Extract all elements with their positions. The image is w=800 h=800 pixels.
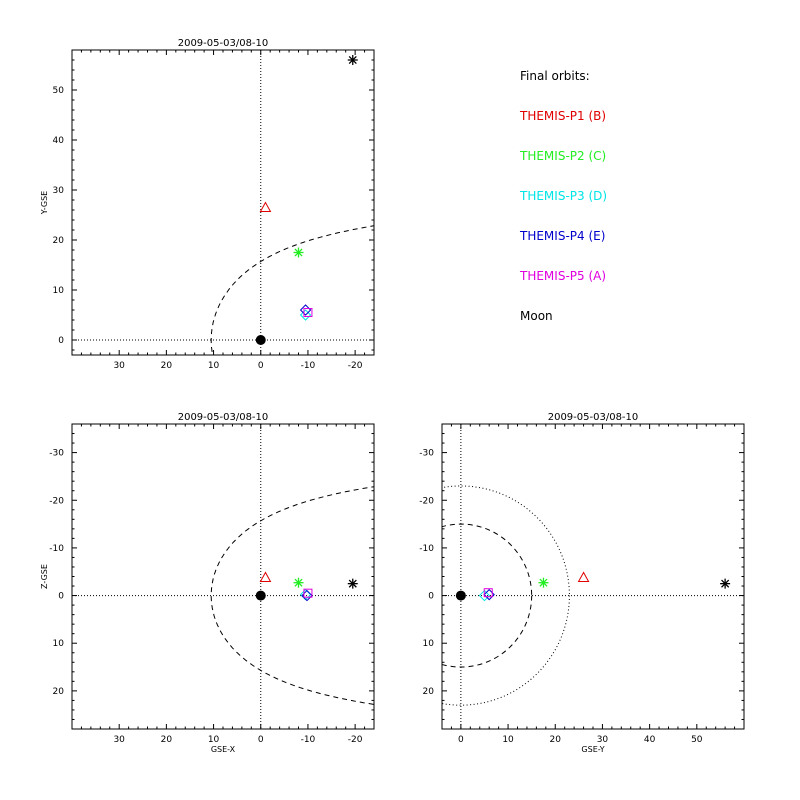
y-tick-label: -20 [419, 496, 434, 506]
earth-marker [455, 590, 466, 601]
x-tick-label: 0 [258, 361, 264, 371]
x-tick-label: 30 [113, 735, 125, 745]
marker-p5 [483, 588, 493, 598]
x-tick-label: -10 [301, 735, 316, 745]
x-axis-title: GSE-Y [581, 745, 604, 754]
plot-frame [441, 423, 745, 730]
y-tick-label: 20 [53, 236, 65, 246]
earth-marker [255, 590, 266, 601]
x-tick-label: 30 [113, 361, 125, 371]
y-tick-label: 10 [423, 639, 435, 649]
axis-ticks [71, 49, 375, 355]
y-tick-label: 10 [53, 639, 65, 649]
marker-p2 [538, 577, 549, 588]
magnetopause-curve [210, 486, 374, 705]
panel-xy-plane: 2009-05-03/08-10 30 20 10 0 -10 -20 0 10 20 30 40 50… [40, 38, 375, 371]
y-tick-label: 10 [53, 286, 65, 296]
legend-entry-p5: THEMIS-P5 (A) [519, 269, 606, 283]
marker-p1 [577, 571, 590, 582]
plot-frame [71, 423, 375, 730]
y-tick-label: 50 [53, 86, 65, 96]
x-tick-label: 0 [258, 735, 264, 745]
axis-ticks [71, 423, 375, 730]
marker-p2 [293, 247, 304, 258]
marker-moon [347, 578, 358, 589]
x-tick-label: 10 [208, 361, 220, 371]
zero-lines [72, 424, 374, 729]
y-tick-label: 0 [58, 336, 64, 346]
marker-p3 [299, 309, 312, 321]
y-axis-title: Z-GSE [40, 564, 49, 589]
x-tick-label: -20 [348, 361, 363, 371]
x-tick-label: 10 [208, 735, 220, 745]
marker-p2 [293, 577, 304, 588]
marker-moon [347, 55, 358, 65]
x-tick-label: -10 [301, 361, 316, 371]
magnetopause-curve [210, 225, 374, 355]
y-tick-label: 20 [53, 687, 65, 697]
y-tick-label: 20 [423, 687, 435, 697]
y-tick-label: -10 [419, 544, 434, 554]
magnetopause-circle [442, 523, 533, 668]
y-tick-label: 0 [58, 592, 64, 602]
x-tick-label: 40 [644, 735, 656, 745]
x-tick-label: 10 [502, 735, 514, 745]
y-tick-label: -30 [419, 449, 434, 459]
x-tick-label: 20 [550, 735, 562, 745]
y-tick-label: -30 [49, 449, 64, 459]
x-axis-title: GSE-X [211, 745, 236, 754]
plot-frame [71, 49, 375, 356]
y-tick-label: 30 [53, 186, 65, 196]
legend-entry-moon: Moon [520, 309, 553, 323]
zero-lines [72, 50, 374, 355]
x-tick-label: 0 [458, 735, 464, 745]
earth-marker [255, 335, 266, 345]
x-tick-label: 50 [691, 735, 703, 745]
legend: Final orbits: THEMIS-P1 (B) THEMIS-P2 (C… [519, 69, 607, 323]
zero-lines [442, 424, 744, 729]
y-axis-title: Y-GSE [40, 191, 49, 215]
x-tick-label: -20 [348, 735, 363, 745]
panel-title: 2009-05-03/08-10 [178, 412, 269, 423]
axis-ticks [441, 423, 745, 730]
marker-p5 [303, 588, 313, 598]
marker-p1 [259, 201, 272, 212]
legend-entry-p2: THEMIS-P2 (C) [519, 149, 606, 163]
x-tick-label: 20 [161, 361, 173, 371]
y-tick-label: -10 [49, 544, 64, 554]
legend-heading: Final orbits: [520, 69, 590, 83]
x-tick-label: 30 [597, 735, 609, 745]
panel-title: 2009-05-03/08-10 [178, 38, 269, 49]
panel-title: 2009-05-03/08-10 [548, 412, 639, 423]
bow-shock-circle [442, 485, 570, 706]
y-tick-label: 40 [53, 136, 65, 146]
y-tick-label: -20 [49, 496, 64, 506]
legend-entry-p1: THEMIS-P1 (B) [519, 109, 606, 123]
marker-p5 [303, 308, 313, 317]
legend-entry-p4: THEMIS-P4 (E) [519, 229, 605, 243]
marker-moon [720, 578, 731, 589]
legend-entry-p3: THEMIS-P3 (D) [519, 189, 607, 203]
panel-xz-plane: 2009-05-03/08-10 30 20 10 0 -10 -20 20 10 0 -10 -20… [40, 412, 375, 754]
marker-p3 [478, 589, 491, 602]
y-tick-label: 0 [428, 592, 434, 602]
marker-p1 [259, 571, 272, 582]
panel-yz-plane: 2009-05-03/08-10 0 10 20 30 40 50 20 10 0 -10 -20 -3… [419, 412, 745, 754]
x-tick-label: 20 [161, 735, 173, 745]
